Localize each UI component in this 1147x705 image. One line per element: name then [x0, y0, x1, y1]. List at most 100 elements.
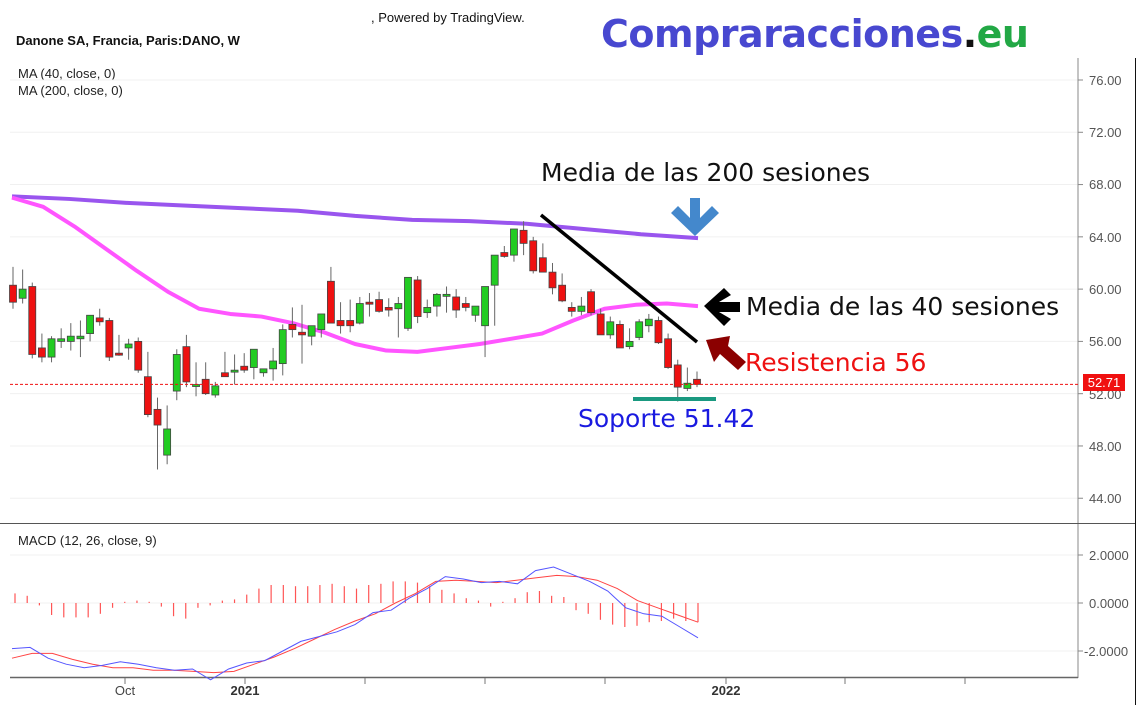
arrow-upleft-icon — [706, 336, 746, 370]
price-tick: 60.00 — [1089, 282, 1122, 297]
candle-body — [307, 325, 316, 337]
price-tick: 56.00 — [1089, 334, 1122, 349]
candle-body — [413, 279, 422, 317]
candle-body — [249, 348, 258, 368]
candle-body — [182, 346, 191, 383]
macd-signal-line — [11, 574, 699, 674]
candle-body — [38, 347, 46, 358]
candle-body — [66, 335, 75, 342]
candle-body — [587, 291, 595, 314]
candle-body — [500, 252, 509, 257]
candle-body — [654, 320, 663, 344]
candle-body — [558, 284, 567, 302]
candle-body — [519, 229, 528, 244]
candle-body — [510, 228, 518, 256]
candle-body — [616, 324, 624, 349]
candle-body — [384, 307, 393, 311]
candle-body — [375, 299, 383, 312]
candle-body — [644, 318, 653, 327]
candle-body — [529, 240, 538, 272]
last-price-badge: 52.71 — [1083, 374, 1125, 391]
arrow-left-icon — [704, 288, 740, 326]
candle-body — [86, 314, 94, 334]
macd-tick: -2.0000 — [1084, 644, 1129, 659]
candle-body — [365, 301, 374, 305]
candle-body — [211, 385, 220, 396]
candle-body — [423, 307, 432, 314]
arrow-down-icon — [671, 198, 719, 236]
candle-body — [461, 303, 470, 308]
candle-body — [28, 286, 37, 355]
macd-tick: 2.0000 — [1089, 548, 1129, 563]
brand-dot: . — [962, 12, 977, 56]
brand-logo: Compraracciones.eu — [601, 12, 1029, 56]
candle-body — [683, 382, 692, 389]
annotation-ma40: Media de las 40 sesiones — [746, 292, 1060, 321]
candle-body — [115, 352, 123, 356]
candle-body — [664, 338, 672, 368]
candle-body — [327, 280, 335, 324]
candle-body — [394, 303, 403, 310]
powered-by-text: , Powered by TradingView. — [371, 10, 525, 25]
candle-body — [278, 329, 287, 365]
candle-body — [577, 305, 586, 312]
indicator-ma200-label[interactable]: MA (200, close, 0) — [18, 83, 123, 98]
ma200-line — [11, 194, 699, 241]
candle-body — [673, 364, 682, 388]
candle-body — [76, 335, 85, 340]
candle-body — [153, 408, 162, 426]
price-tick: 64.00 — [1089, 230, 1122, 245]
candle-body — [230, 369, 239, 373]
ma40-line — [11, 195, 699, 354]
candle-body — [481, 286, 489, 327]
candle-body — [298, 331, 306, 336]
candle-body — [452, 296, 461, 311]
candle-body — [336, 320, 345, 327]
candle-body — [625, 340, 634, 348]
candle-body — [105, 320, 114, 358]
candle-body — [18, 288, 27, 299]
time-label-2022: 2022 — [711, 683, 741, 698]
price-tick: 68.00 — [1089, 177, 1122, 192]
candle-body — [490, 254, 499, 286]
candle-body — [442, 293, 451, 297]
candle-body — [596, 313, 605, 336]
macd-indicator-label[interactable]: MACD (12, 26, close, 9) — [18, 533, 157, 548]
candle-body — [57, 338, 66, 342]
price-tick: 48.00 — [1089, 439, 1122, 454]
candle-body — [346, 320, 355, 327]
candle-body — [163, 428, 172, 456]
time-label-oct: Oct — [114, 683, 136, 698]
candle-body — [134, 340, 143, 371]
candle-body — [693, 378, 701, 385]
price-tick: 72.00 — [1089, 125, 1122, 140]
candle-body — [404, 276, 412, 329]
candle-body — [47, 338, 56, 358]
annotation-ma200: Media de las 200 sesiones — [541, 158, 871, 187]
candle-body — [538, 257, 547, 273]
candle-body — [143, 376, 152, 415]
candle-body — [606, 321, 615, 336]
candle-body — [221, 372, 229, 378]
candle-body — [269, 360, 278, 370]
candle-body — [240, 365, 249, 371]
brand-name: Compraracciones — [601, 12, 963, 56]
brand-tld: eu — [976, 12, 1029, 56]
candle-body — [288, 324, 297, 331]
candle-body — [635, 321, 644, 338]
candle-body — [172, 354, 181, 392]
candle-body — [9, 284, 17, 303]
candle-body — [355, 303, 364, 324]
candle-body — [471, 305, 480, 316]
candle-body — [201, 378, 210, 395]
time-label-2021: 2021 — [230, 683, 260, 698]
candle-body — [259, 368, 268, 374]
downtrend-line — [539, 213, 699, 344]
candle-body — [567, 307, 576, 312]
indicator-ma40-label[interactable]: MA (40, close, 0) — [18, 66, 116, 81]
candle-body — [124, 343, 133, 349]
macd-tick: 0.0000 — [1089, 596, 1129, 611]
annotation-support: Soporte 51.42 — [578, 404, 756, 433]
candle-body — [317, 313, 326, 331]
